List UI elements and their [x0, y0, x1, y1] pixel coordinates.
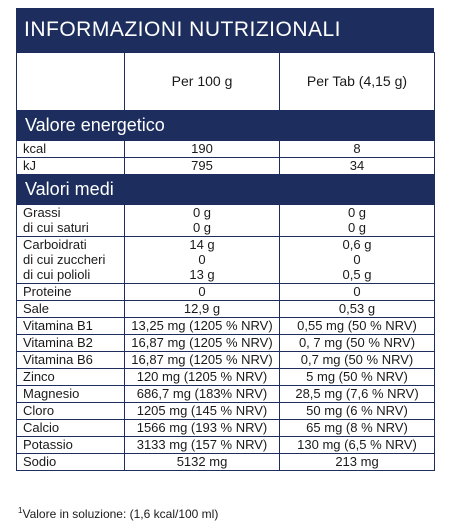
row-per100: 1566 mg (193 % NRV): [124, 419, 280, 437]
row-pertab: 0,7 mg (50 % NRV): [279, 351, 435, 369]
table-row: Sale 12,9 g 0,53 g: [16, 300, 435, 318]
section-energy-title: Valore energetico: [16, 110, 435, 141]
row-pertab: 8: [279, 140, 435, 158]
section-energy: Valore energetico: [16, 110, 435, 141]
section-medi-title: Valori medi: [16, 174, 435, 205]
row-label: kJ: [16, 157, 125, 175]
row-pertab: 0,53 g: [279, 300, 435, 318]
sugars-pertab: 0: [353, 252, 361, 267]
row-pertab: 0 g 0 g: [279, 204, 435, 237]
table-row: kcal 190 8: [16, 140, 435, 158]
row-label: Vitamina B6: [16, 351, 125, 369]
row-pertab: 0,55 mg (50 % NRV): [279, 317, 435, 335]
table-row-carbs: Carboidrati di cui zuccheri di cui polio…: [16, 236, 435, 284]
row-per100: 686,7 mg (183% NRV): [124, 385, 280, 403]
table-row: Magnesio 686,7 mg (183% NRV) 28,5 mg (7,6 …: [16, 385, 435, 403]
polyols-pertab: 0,5 g: [342, 267, 372, 282]
row-label: Vitamina B1: [16, 317, 125, 335]
row-per100: 0 g 0 g: [124, 204, 280, 237]
carbs-label: Carboidrati: [23, 237, 87, 253]
footnote-text: Valore in soluzione: (1,6 kcal/100 ml): [22, 507, 219, 521]
table-row: Cloro 1205 mg (145 % NRV) 50 mg (6 % NRV): [16, 402, 435, 420]
carbs-per100: 14 g: [189, 237, 215, 253]
fat-pertab: 0 g: [347, 205, 367, 221]
table-header-row: Per 100 g Per Tab (4,15 g): [16, 52, 435, 111]
table-row: kJ 795 34: [16, 157, 435, 175]
table-row-fat: Grassi di cui saturi 0 g 0 g 0 g 0 g: [16, 204, 435, 237]
row-label: Potassio: [16, 436, 125, 454]
section-medi: Valori medi: [16, 174, 435, 205]
row-pertab: 0: [279, 283, 435, 301]
fat-label: Grassi: [23, 205, 61, 221]
row-pertab: 213 mg: [279, 453, 435, 471]
row-label: Calcio: [16, 419, 125, 437]
row-pertab: 28,5 mg (7,6 % NRV): [279, 385, 435, 403]
row-label: Cloro: [16, 402, 125, 420]
row-per100: 5132 mg: [124, 453, 280, 471]
row-pertab: 65 mg (8 % NRV): [279, 419, 435, 437]
table-row: Potassio 3133 mg (157 % NRV) 130 mg (6,5 %…: [16, 436, 435, 454]
row-label: Proteine: [16, 283, 125, 301]
table-row: Calcio 1566 mg (193 % NRV) 65 mg (8 % NRV): [16, 419, 435, 437]
row-label: Carboidrati di cui zuccheri di cui polio…: [16, 236, 125, 284]
header-per-100g: Per 100 g: [124, 52, 280, 111]
nutrition-panel: INFORMAZIONI NUTRIZIONALI Per 100 g Per …: [16, 8, 435, 471]
row-label: Sodio: [16, 453, 125, 471]
panel-title: INFORMAZIONI NUTRIZIONALI: [16, 8, 434, 52]
footnote-mark: 1: [18, 506, 23, 515]
carbs-pertab: 0,6 g: [342, 237, 372, 253]
row-label: Zinco: [16, 368, 125, 386]
row-per100: 3133 mg (157 % NRV): [124, 436, 280, 454]
row-pertab: 130 mg (6,5 % NRV): [279, 436, 435, 454]
sugars-per100: 0: [198, 252, 206, 267]
polyols-per100: 13 g: [189, 267, 215, 282]
row-pertab: 34: [279, 157, 435, 175]
row-per100: 1205 mg (145 % NRV): [124, 402, 280, 420]
table-row: Vitamina B2 16,87 mg (1205 % NRV) 0, 7 mg …: [16, 334, 435, 352]
row-label: Vitamina B2: [16, 334, 125, 352]
row-per100: 16,87 mg (1205 % NRV): [124, 351, 280, 369]
polyols-label: di cui polioli: [23, 267, 91, 282]
row-pertab: 50 mg (6 % NRV): [279, 402, 435, 420]
row-per100: 190: [124, 140, 280, 158]
row-label: Magnesio: [16, 385, 125, 403]
saturated-label: di cui saturi: [23, 220, 89, 235]
row-pertab: 5 mg (50 % NRV): [279, 368, 435, 386]
saturated-per100: 0 g: [192, 220, 212, 235]
row-per100: 795: [124, 157, 280, 175]
row-pertab: 0,6 g 0 0,5 g: [279, 236, 435, 284]
header-per-tab: Per Tab (4,15 g): [279, 52, 435, 111]
sugars-label: di cui zuccheri: [23, 252, 106, 267]
header-empty-cell: [16, 52, 125, 111]
row-per100: 0: [124, 283, 280, 301]
row-per100: 14 g 0 13 g: [124, 236, 280, 284]
fat-per100: 0 g: [192, 205, 212, 221]
table-row: Zinco 120 mg (1205 % NRV) 5 mg (50 % NRV): [16, 368, 435, 386]
nutrition-table: Per 100 g Per Tab (4,15 g) Valore energe…: [16, 52, 435, 471]
table-row: Proteine 0 0: [16, 283, 435, 301]
row-per100: 16,87 mg (1205 % NRV): [124, 334, 280, 352]
row-label: kcal: [16, 140, 125, 158]
row-per100: 13,25 mg (1205 % NRV): [124, 317, 280, 335]
saturated-pertab: 0 g: [347, 220, 367, 235]
table-row: Sodio 5132 mg 213 mg: [16, 453, 435, 471]
row-label: Sale: [16, 300, 125, 318]
table-row: Vitamina B1 13,25 mg (1205 % NRV) 0,55 mg …: [16, 317, 435, 335]
table-row: Vitamina B6 16,87 mg (1205 % NRV) 0,7 mg (…: [16, 351, 435, 369]
row-label: Grassi di cui saturi: [16, 204, 125, 237]
row-per100: 12,9 g: [124, 300, 280, 318]
row-per100: 120 mg (1205 % NRV): [124, 368, 280, 386]
footnote: 1Valore in soluzione: (1,6 kcal/100 ml): [18, 506, 218, 521]
row-pertab: 0, 7 mg (50 % NRV): [279, 334, 435, 352]
